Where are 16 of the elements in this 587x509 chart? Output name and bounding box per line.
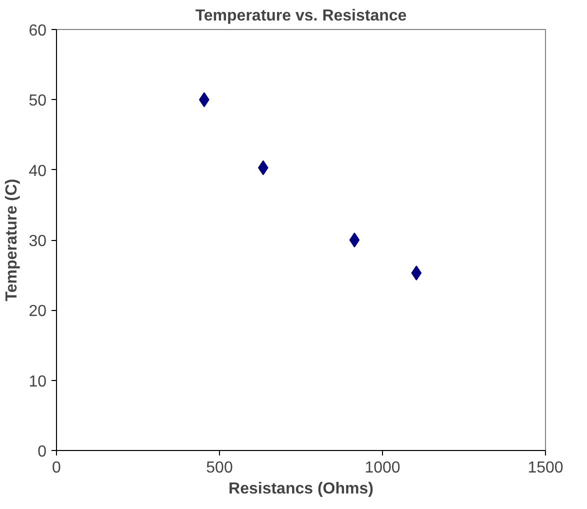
y-tick-label: 50	[28, 92, 47, 110]
y-tick-label: 0	[38, 444, 47, 460]
y-tick-label: 40	[28, 162, 47, 180]
y-tick-label: 20	[28, 303, 47, 320]
y-axis-title: Temperature (C)	[4, 178, 21, 302]
x-tick-label: 1500	[528, 460, 564, 476]
y-tick-label: 30	[28, 233, 47, 250]
point	[411, 265, 422, 280]
x-axis-title: Resistancs (Ohms)	[228, 480, 374, 498]
point	[349, 232, 360, 248]
chart-title: Temperature vs. Resistance	[195, 8, 407, 24]
y-tick-label: 60	[28, 22, 47, 40]
x-tick-label: 0	[52, 460, 62, 476]
y-tick-label: 10	[28, 373, 47, 390]
x-tick-label: 500	[206, 460, 233, 476]
x-tick-label: 1000	[364, 460, 400, 476]
